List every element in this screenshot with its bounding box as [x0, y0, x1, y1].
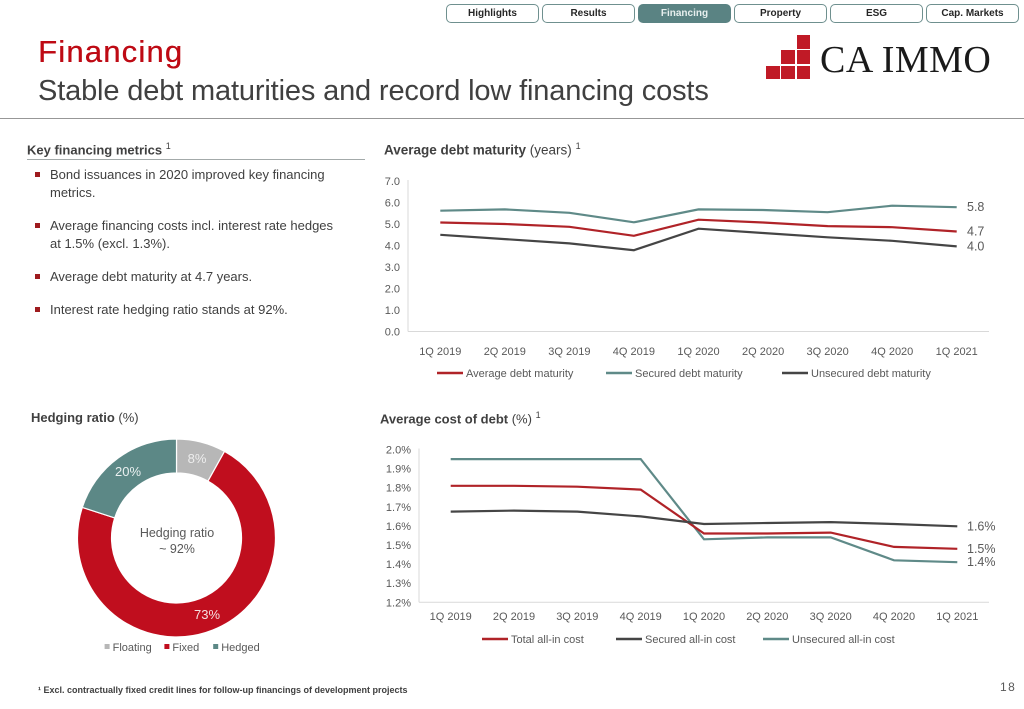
svg-text:Unsecured all-in cost: Unsecured all-in cost	[792, 634, 895, 646]
svg-text:1.6%: 1.6%	[386, 521, 411, 533]
svg-text:1.0: 1.0	[385, 305, 400, 317]
svg-text:4Q 2019: 4Q 2019	[620, 611, 662, 623]
svg-text:Fixed: Fixed	[172, 642, 199, 654]
svg-text:2.0: 2.0	[385, 284, 400, 296]
svg-text:1.4%: 1.4%	[386, 559, 411, 571]
svg-text:Secured debt maturity: Secured debt maturity	[635, 368, 743, 380]
svg-text:1.4%: 1.4%	[967, 555, 996, 569]
svg-text:1.5%: 1.5%	[967, 542, 996, 556]
svg-text:6.0: 6.0	[385, 198, 400, 210]
svg-text:4.0: 4.0	[385, 241, 400, 253]
svg-text:1Q 2020: 1Q 2020	[683, 611, 725, 623]
svg-text:1.2%: 1.2%	[386, 597, 411, 609]
svg-text:4Q 2019: 4Q 2019	[613, 346, 655, 358]
svg-text:1Q 2021: 1Q 2021	[936, 611, 978, 623]
svg-text:1.7%: 1.7%	[386, 502, 411, 514]
svg-text:2Q 2020: 2Q 2020	[746, 611, 788, 623]
svg-text:Average debt maturity: Average debt maturity	[466, 368, 574, 380]
svg-text:Secured all-in cost: Secured all-in cost	[645, 634, 736, 646]
svg-text:2Q 2019: 2Q 2019	[493, 611, 535, 623]
svg-text:1.3%: 1.3%	[386, 578, 411, 590]
svg-text:4Q 2020: 4Q 2020	[873, 611, 915, 623]
svg-text:1.6%: 1.6%	[967, 519, 996, 533]
svg-text:1.8%: 1.8%	[386, 483, 411, 495]
svg-text:1.9%: 1.9%	[386, 464, 411, 476]
svg-text:7.0: 7.0	[385, 176, 400, 188]
svg-text:0.0: 0.0	[385, 327, 400, 339]
svg-text:8%: 8%	[188, 451, 207, 466]
svg-text:2Q 2020: 2Q 2020	[742, 346, 784, 358]
svg-text:4.7: 4.7	[967, 225, 984, 239]
svg-text:4.0: 4.0	[967, 239, 984, 253]
svg-text:Hedged: Hedged	[221, 642, 260, 654]
svg-text:5.0: 5.0	[385, 219, 400, 231]
svg-text:3Q 2019: 3Q 2019	[556, 611, 598, 623]
svg-text:73%: 73%	[194, 607, 220, 622]
svg-text:3.0: 3.0	[385, 262, 400, 274]
svg-text:3Q 2020: 3Q 2020	[810, 611, 852, 623]
svg-text:2Q 2019: 2Q 2019	[484, 346, 526, 358]
svg-text:3Q 2019: 3Q 2019	[548, 346, 590, 358]
svg-text:1Q 2021: 1Q 2021	[936, 346, 978, 358]
svg-text:5.8: 5.8	[967, 200, 984, 214]
svg-text:4Q 2020: 4Q 2020	[871, 346, 913, 358]
svg-text:Total all-in cost: Total all-in cost	[511, 634, 584, 646]
svg-text:20%: 20%	[115, 464, 141, 479]
svg-text:~ 92%: ~ 92%	[159, 542, 195, 556]
svg-text:Hedging ratio: Hedging ratio	[140, 526, 214, 540]
svg-text:3Q 2020: 3Q 2020	[806, 346, 848, 358]
svg-text:Unsecured debt maturity: Unsecured debt maturity	[811, 368, 931, 380]
svg-text:1Q 2020: 1Q 2020	[677, 346, 719, 358]
svg-text:2.0%: 2.0%	[386, 445, 411, 457]
svg-text:1Q 2019: 1Q 2019	[430, 611, 472, 623]
svg-text:1.5%: 1.5%	[386, 540, 411, 552]
svg-text:Floating: Floating	[113, 642, 152, 654]
svg-text:1Q 2019: 1Q 2019	[419, 346, 461, 358]
